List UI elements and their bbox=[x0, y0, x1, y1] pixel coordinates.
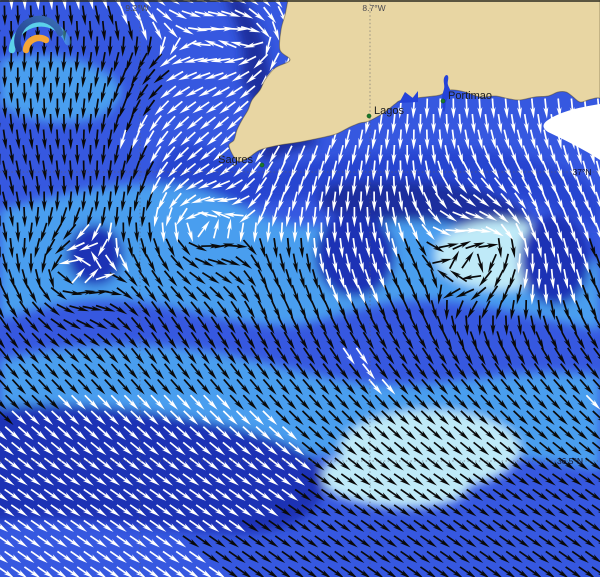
svg-text:Sagres: Sagres bbox=[218, 154, 253, 166]
svg-text:Portimao: Portimao bbox=[448, 90, 492, 102]
svg-text:8.7°W: 8.7°W bbox=[362, 3, 385, 13]
svg-text:Lagos: Lagos bbox=[374, 105, 404, 117]
svg-text:9.2°W: 9.2°W bbox=[125, 3, 148, 13]
svg-text:36.5°N: 36.5°N bbox=[557, 456, 583, 466]
svg-text:37°N: 37°N bbox=[573, 167, 592, 177]
